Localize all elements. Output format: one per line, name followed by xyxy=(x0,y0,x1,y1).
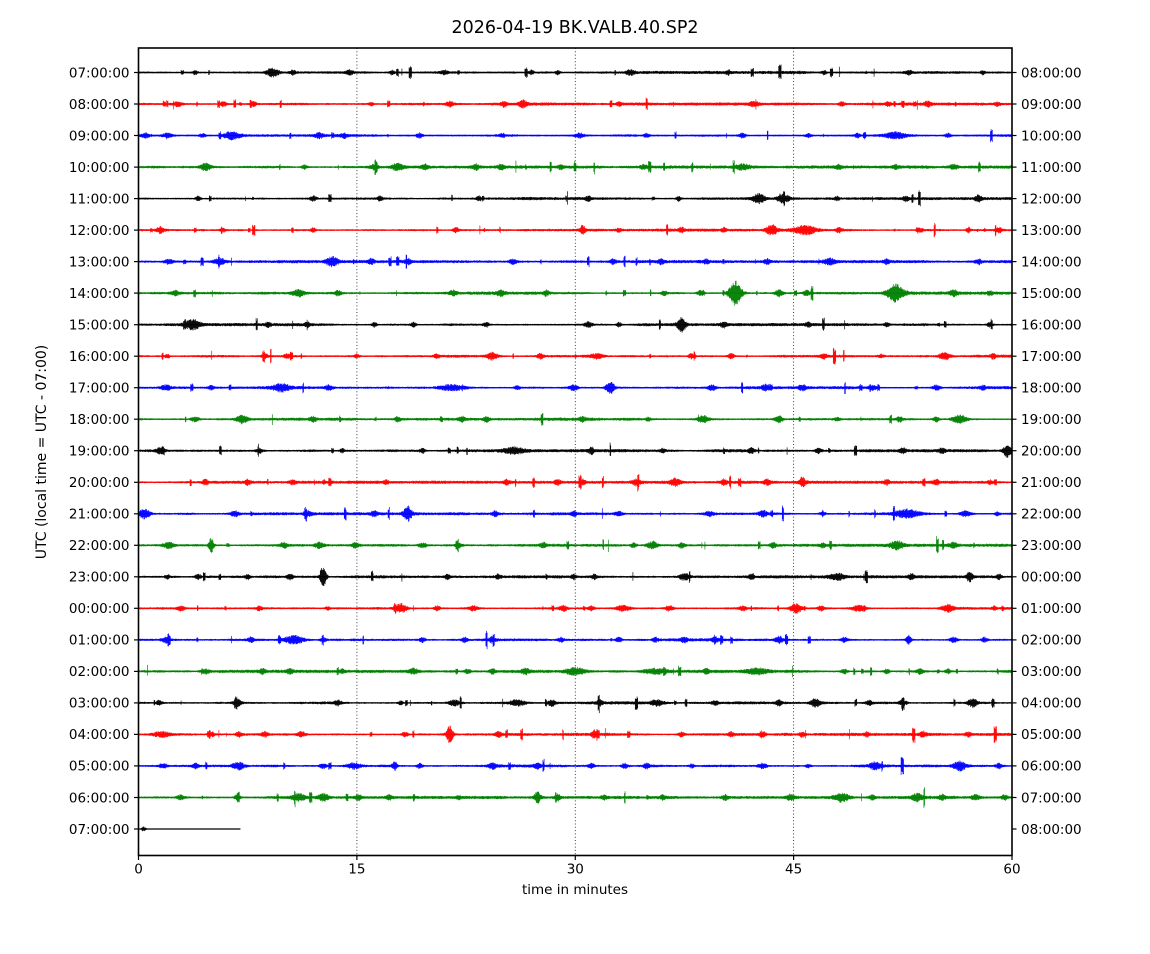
trace-02:00:00 xyxy=(138,664,1012,678)
trace-12:00:00 xyxy=(138,222,1012,238)
left-time-label: 00:00:00 xyxy=(69,601,130,617)
left-time-label: 07:00:00 xyxy=(69,822,130,838)
trace-01:00:00 xyxy=(138,630,1012,650)
right-time-label: 04:00:00 xyxy=(1021,696,1082,712)
trace-03:00:00 xyxy=(138,694,1012,714)
chart-title: 2026-04-19 BK.VALB.40.SP2 xyxy=(451,18,698,38)
right-time-label: 01:00:00 xyxy=(1021,601,1082,617)
x-tick-label: 30 xyxy=(567,862,584,878)
left-time-label: 18:00:00 xyxy=(69,412,130,428)
right-time-label: 00:00:00 xyxy=(1021,570,1082,586)
right-time-label: 21:00:00 xyxy=(1021,475,1082,491)
left-time-label: 19:00:00 xyxy=(69,444,130,460)
left-time-label: 15:00:00 xyxy=(69,318,130,334)
left-time-label: 04:00:00 xyxy=(69,727,130,743)
right-time-label: 17:00:00 xyxy=(1021,349,1082,365)
left-time-label: 12:00:00 xyxy=(69,223,130,239)
trace-06:00:00 xyxy=(138,787,1012,808)
plot-generated-layer: 07:00:00 08:00:00 08:00:00 09:00:00 09:00:00… xyxy=(69,47,1082,878)
left-time-label: 23:00:00 xyxy=(69,570,130,586)
left-time-label: 21:00:00 xyxy=(69,507,130,523)
right-time-label: 14:00:00 xyxy=(1021,254,1082,270)
right-time-label: 22:00:00 xyxy=(1021,507,1082,523)
left-time-label: 11:00:00 xyxy=(69,191,130,207)
right-time-label: 10:00:00 xyxy=(1021,128,1082,144)
trace-14:00:00 xyxy=(138,280,1012,306)
right-time-label: 13:00:00 xyxy=(1021,223,1082,239)
left-time-label: 10:00:00 xyxy=(69,160,130,176)
left-time-label: 14:00:00 xyxy=(69,286,130,302)
trace-22:00:00 xyxy=(138,536,1012,554)
left-time-label: 03:00:00 xyxy=(69,696,130,712)
right-time-label: 08:00:00 xyxy=(1021,65,1082,81)
trace-20:00:00 xyxy=(138,474,1012,492)
right-time-label: 09:00:00 xyxy=(1021,97,1082,113)
x-tick-label: 45 xyxy=(785,862,802,878)
trace-00:00:00 xyxy=(138,603,1012,614)
trace-21:00:00 xyxy=(138,505,1012,522)
right-time-label: 12:00:00 xyxy=(1021,191,1082,207)
right-time-label: 02:00:00 xyxy=(1021,633,1082,649)
left-time-label: 02:00:00 xyxy=(69,664,130,680)
left-time-label: 07:00:00 xyxy=(69,65,130,81)
right-time-label: 16:00:00 xyxy=(1021,318,1082,334)
right-time-label: 18:00:00 xyxy=(1021,381,1082,397)
right-time-label: 20:00:00 xyxy=(1021,444,1082,460)
trace-07:00:00 xyxy=(138,64,1012,79)
trace-10:00:00 xyxy=(138,159,1012,175)
x-tick-label: 60 xyxy=(1003,862,1020,878)
x-axis-label: time in minutes xyxy=(522,882,628,898)
x-tick-label: 15 xyxy=(348,862,365,878)
trace-07:00:00 xyxy=(138,826,241,832)
right-time-label: 06:00:00 xyxy=(1021,759,1082,775)
left-time-label: 09:00:00 xyxy=(69,128,130,144)
left-time-label: 05:00:00 xyxy=(69,759,130,775)
y-axis-label: UTC (local time = UTC - 07:00) xyxy=(34,345,50,560)
right-time-label: 03:00:00 xyxy=(1021,664,1082,680)
left-time-label: 13:00:00 xyxy=(69,254,130,270)
right-time-label: 15:00:00 xyxy=(1021,286,1082,302)
left-time-label: 20:00:00 xyxy=(69,475,130,491)
left-time-label: 08:00:00 xyxy=(69,97,130,113)
x-tick-label: 0 xyxy=(134,862,143,878)
right-time-label: 05:00:00 xyxy=(1021,727,1082,743)
right-time-label: 19:00:00 xyxy=(1021,412,1082,428)
right-time-label: 23:00:00 xyxy=(1021,538,1082,554)
trace-05:00:00 xyxy=(138,757,1012,775)
right-time-label: 08:00:00 xyxy=(1021,822,1082,838)
left-time-label: 17:00:00 xyxy=(69,381,130,397)
left-time-label: 01:00:00 xyxy=(69,633,130,649)
right-time-label: 11:00:00 xyxy=(1021,160,1082,176)
left-time-label: 06:00:00 xyxy=(69,790,130,806)
left-time-label: 16:00:00 xyxy=(69,349,130,365)
left-time-label: 22:00:00 xyxy=(69,538,130,554)
right-time-label: 07:00:00 xyxy=(1021,790,1082,806)
